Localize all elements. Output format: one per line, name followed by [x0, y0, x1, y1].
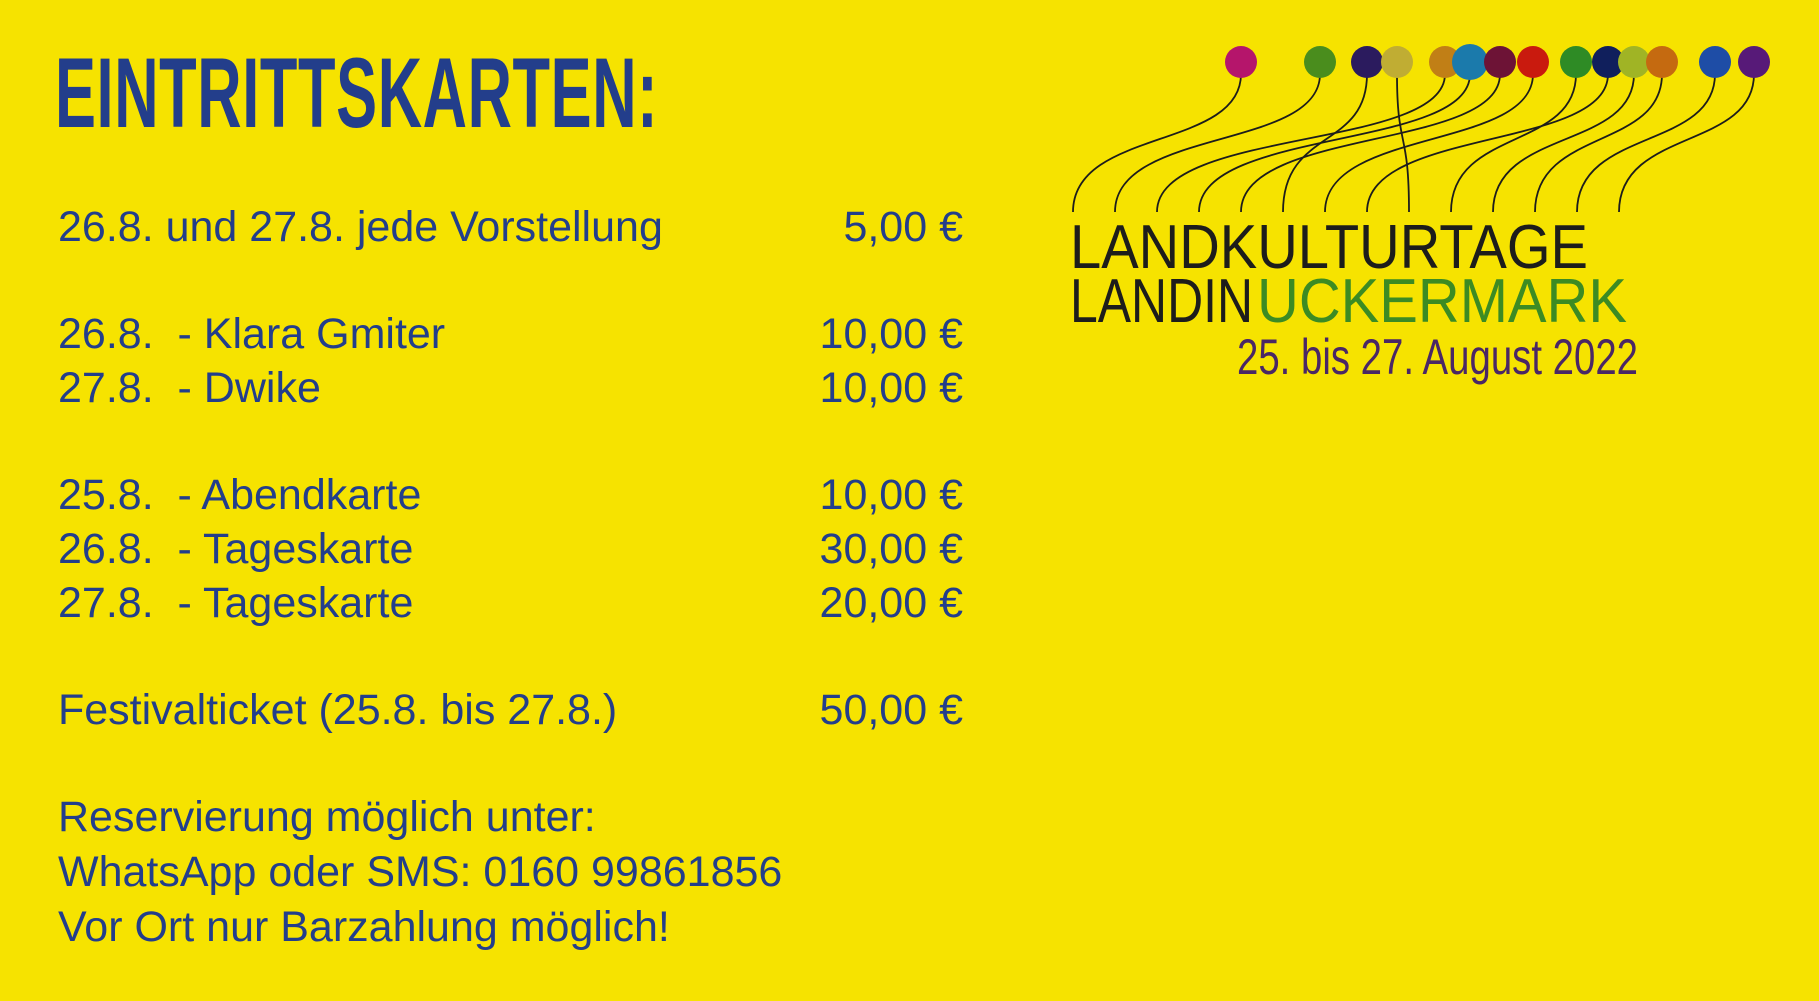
- info-line: WhatsApp oder SMS: 0160 99861856: [58, 848, 783, 896]
- logo-string-line: [1198, 73, 1471, 213]
- logo-dot: [1452, 44, 1488, 80]
- price-value: 20,00 €: [819, 579, 963, 627]
- price-label: 27.8. - Dwike: [58, 364, 321, 412]
- logo-string-line: [1576, 73, 1716, 213]
- logo-string-line: [1618, 73, 1755, 213]
- logo-string-line: [1366, 73, 1609, 213]
- price-row: 26.8. - Tageskarte 30,00 €: [58, 522, 963, 576]
- ticket-group-1: 26.8. - Klara Gmiter 10,00 €27.8. - Dwike…: [58, 307, 963, 415]
- logo-dot: [1517, 46, 1549, 78]
- logo-dot: [1618, 46, 1650, 78]
- price-value: 50,00 €: [819, 686, 963, 734]
- price-row: 26.8. und 27.8. jede Vorstellung 5,00 €: [58, 200, 963, 254]
- info-line: Reservierung möglich unter:: [58, 793, 596, 841]
- logo-dot: [1429, 46, 1461, 78]
- price-label: 26.8. - Tageskarte: [58, 525, 414, 573]
- price-label: 27.8. - Tageskarte: [58, 579, 414, 627]
- logo-date-line: 25. bis 27. August 2022: [1237, 329, 1638, 385]
- price-row: 25.8. - Abendkarte 10,00 €: [58, 468, 963, 522]
- price-label: 26.8. - Klara Gmiter: [58, 310, 446, 358]
- logo-dot: [1225, 46, 1257, 78]
- price-value: 30,00 €: [819, 525, 963, 573]
- ticket-groups: 26.8. und 27.8. jede Vorstellung 5,00 €26…: [58, 200, 963, 737]
- logo-string-line: [1534, 73, 1663, 213]
- price-value: 10,00 €: [819, 364, 963, 412]
- logo-title-line1: LANDKULTURTAGE: [1070, 213, 1588, 282]
- logo-dot: [1646, 46, 1678, 78]
- logo-string-line: [1450, 73, 1577, 213]
- ticket-group-0: 26.8. und 27.8. jede Vorstellung 5,00 €: [58, 200, 963, 254]
- logo-title-line2-dark: LANDIN: [1070, 267, 1253, 336]
- logo-dot: [1351, 46, 1383, 78]
- logo-dot: [1699, 46, 1731, 78]
- logo-dot: [1560, 46, 1592, 78]
- logo-dot: [1738, 46, 1770, 78]
- price-row: 27.8. - Tageskarte 20,00 €: [58, 576, 963, 630]
- logo-title-line2-green: UCKERMARK: [1257, 267, 1627, 336]
- price-label: Festivalticket (25.8. bis 27.8.): [58, 686, 618, 734]
- logo-dot: [1304, 46, 1336, 78]
- ticket-price-list: 26.8. und 27.8. jede Vorstellung 5,00 €26…: [58, 200, 963, 955]
- logo-string-line: [1240, 73, 1501, 213]
- price-value: 10,00 €: [819, 310, 963, 358]
- price-row: 27.8. - Dwike 10,00 €: [58, 361, 963, 415]
- reservation-info: Reservierung möglich unter: WhatsApp oder…: [58, 790, 918, 955]
- price-value: 10,00 €: [819, 471, 963, 519]
- logo-string-line: [1114, 73, 1321, 213]
- logo-string-line: [1156, 73, 1446, 213]
- logo-string-line: [1072, 73, 1242, 213]
- logo-dot: [1381, 46, 1413, 78]
- logo-dot: [1484, 46, 1516, 78]
- logo-string-line: [1282, 73, 1368, 213]
- ticket-group-3: Festivalticket (25.8. bis 27.8.) 50,00 €: [58, 683, 963, 737]
- info-line: Vor Ort nur Barzahlung möglich!: [58, 903, 670, 951]
- ticket-group-2: 25.8. - Abendkarte 10,00 €26.8. - Tageska…: [58, 468, 963, 630]
- price-label: 26.8. und 27.8. jede Vorstellung: [58, 203, 663, 251]
- logo-string-line: [1396, 73, 1410, 213]
- price-label: 25.8. - Abendkarte: [58, 471, 422, 519]
- price-row: Festivalticket (25.8. bis 27.8.) 50,00 €: [58, 683, 963, 737]
- price-value: 5,00 €: [843, 203, 963, 251]
- logo-string-line: [1492, 73, 1635, 213]
- price-row: 26.8. - Klara Gmiter 10,00 €: [58, 307, 963, 361]
- logo-string-line: [1324, 73, 1534, 213]
- logo-dot: [1592, 46, 1624, 78]
- page-title: EINTRITTSKARTEN:: [55, 37, 659, 148]
